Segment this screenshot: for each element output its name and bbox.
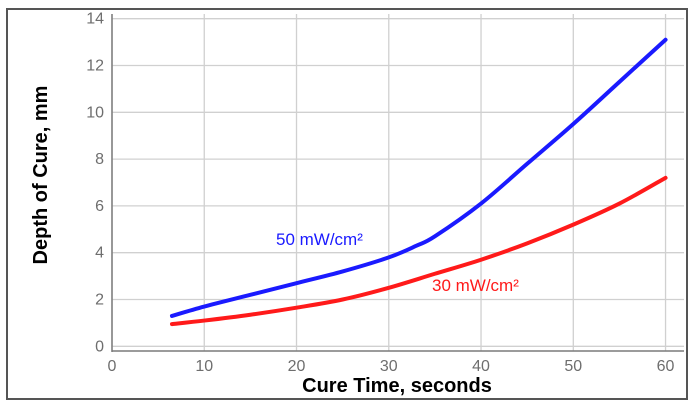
x-tick-label: 40 (472, 358, 490, 375)
y-axis-title: Depth of Cure, mm (30, 86, 52, 265)
y-tick-label: 12 (86, 57, 104, 74)
x-axis-title: Cure Time, seconds (302, 375, 492, 397)
grid-lines (111, 14, 684, 351)
series-label-50mw: 50 mW/cm² (276, 230, 363, 249)
x-tick-label: 0 (108, 358, 117, 375)
y-tick-label: 0 (95, 338, 104, 355)
y-tick-label: 8 (95, 151, 104, 168)
series-labels: 50 mW/cm² 30 mW/cm² (276, 230, 519, 295)
series-line-30mw (169, 175, 668, 327)
y-tick-label: 4 (95, 245, 104, 262)
x-tick-label: 20 (288, 358, 306, 375)
x-tick-label: 50 (564, 358, 582, 375)
y-tick-label: 6 (95, 198, 104, 215)
y-tick-label: 14 (86, 11, 104, 28)
series-line-50mw (169, 37, 668, 318)
x-tick-label: 30 (380, 358, 398, 375)
x-tick-label: 10 (195, 358, 213, 375)
series-lines (169, 37, 668, 327)
x-tick-labels: 0 10 20 30 40 50 60 (108, 358, 675, 375)
chart-frame (6, 8, 688, 400)
y-tick-label: 2 (95, 292, 104, 309)
y-tick-labels: 0 2 4 6 8 10 12 14 (86, 11, 104, 356)
x-tick-label: 60 (657, 358, 675, 375)
y-tick-label: 10 (86, 104, 104, 121)
axes (111, 14, 684, 352)
series-label-30mw: 30 mW/cm² (432, 276, 519, 295)
